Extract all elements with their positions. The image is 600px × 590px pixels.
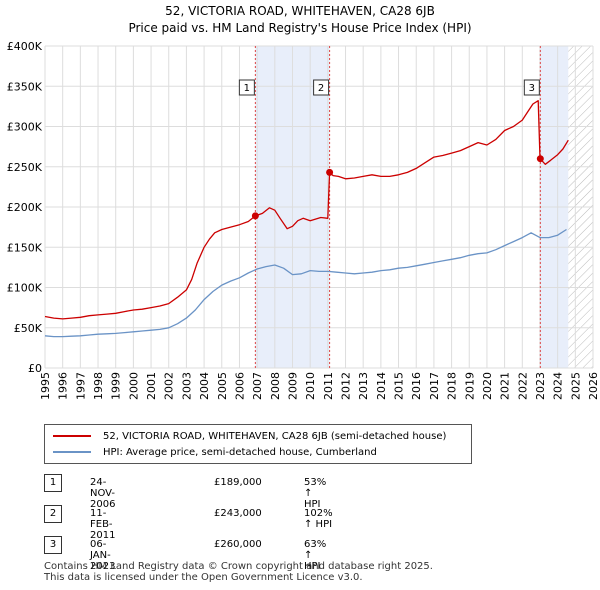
x-tick-label: 2007 [251, 372, 264, 400]
sale-point [251, 212, 259, 220]
transaction-price: £243,000 [214, 508, 262, 519]
x-tick-label: 1997 [74, 372, 87, 400]
legend-item-hpi: HPI: Average price, semi-detached house,… [53, 444, 377, 460]
x-tick-label: 2026 [587, 372, 600, 400]
x-tick-label: 2003 [180, 372, 193, 400]
legend-item-property: 52, VICTORIA ROAD, WHITEHAVEN, CA28 6JB … [53, 428, 446, 444]
sale-label: 2 [318, 83, 324, 94]
x-tick-label: 2021 [499, 372, 512, 400]
y-tick-label: £200K [7, 201, 43, 214]
transaction-number: 1 [44, 474, 62, 492]
sale-label-box [238, 79, 255, 96]
y-tick-label: £300K [7, 121, 43, 134]
x-tick-label: 2001 [145, 372, 158, 400]
x-tick-label: 1995 [39, 372, 52, 400]
sale-label: 1 [244, 83, 250, 94]
x-tick-label: 2008 [269, 372, 282, 400]
transaction-number: 2 [44, 505, 62, 523]
transaction-hpi: 102% ↑ HPI [304, 508, 333, 530]
x-tick-label: 2023 [534, 372, 547, 400]
x-tick-label: 1998 [92, 372, 105, 400]
legend-swatch-hpi [53, 451, 91, 453]
y-tick-label: £400K [7, 40, 43, 53]
x-tick-label: 2002 [163, 372, 176, 400]
x-tick-label: 2018 [446, 372, 459, 400]
footer-licence: This data is licensed under the Open Gov… [44, 572, 363, 583]
y-tick-label: £250K [7, 161, 43, 174]
x-tick-label: 2017 [428, 372, 441, 400]
sale-label-box [523, 79, 540, 96]
x-tick-label: 1999 [110, 372, 123, 400]
transaction-hpi: 63% ↑ HPI [304, 539, 327, 572]
x-tick-label: 2013 [357, 372, 370, 400]
x-tick-label: 2014 [375, 372, 388, 400]
transaction-number: 3 [44, 536, 62, 554]
x-tick-label: 1996 [57, 372, 70, 400]
x-tick-label: 2019 [463, 372, 476, 400]
x-tick-label: 2022 [516, 372, 529, 400]
x-tick-label: 2010 [304, 372, 317, 400]
sale-label: 3 [529, 83, 535, 94]
x-tick-label: 2006 [233, 372, 246, 400]
chart-title: 52, VICTORIA ROAD, WHITEHAVEN, CA28 6JB [165, 4, 435, 18]
y-tick-label: £100K [7, 282, 43, 295]
footer-copyright: Contains HM Land Registry data © Crown c… [44, 561, 433, 572]
series-property-line [44, 100, 569, 320]
y-tick-label: £150K [7, 241, 43, 254]
y-tick-label: £50K [14, 322, 43, 335]
legend-label-hpi: HPI: Average price, semi-detached house,… [103, 446, 377, 458]
x-tick-label: 2025 [569, 372, 582, 400]
x-tick-label: 2011 [322, 372, 335, 400]
x-tick-label: 2012 [340, 372, 353, 400]
x-tick-label: 2009 [286, 372, 299, 400]
x-tick-label: 2004 [198, 372, 211, 400]
transaction-date: 24-NOV-2006 [90, 477, 116, 510]
chart-subtitle: Price paid vs. HM Land Registry's House … [128, 21, 472, 35]
footer: Contains HM Land Registry data © Crown c… [44, 561, 433, 583]
y-tick-label: £350K [7, 80, 43, 93]
x-tick-label: 2005 [216, 372, 229, 400]
y-tick-label: £0 [28, 362, 42, 375]
x-tick-label: 2000 [127, 372, 140, 400]
transaction-date: 11-FEB-2011 [90, 508, 116, 541]
transaction-hpi: 53% ↑ HPI [304, 477, 327, 510]
x-tick-label: 2024 [552, 372, 565, 400]
sale-point [536, 155, 544, 163]
transaction-price: £189,000 [214, 477, 262, 488]
transaction-price: £260,000 [214, 539, 262, 550]
legend-swatch-property [53, 435, 91, 437]
x-tick-label: 2015 [393, 372, 406, 400]
sale-point [326, 168, 334, 176]
sale-label-box [313, 79, 330, 96]
x-tick-label: 2020 [481, 372, 494, 400]
x-tick-label: 2016 [410, 372, 423, 400]
price-chart: 1 2 3 £0 £50K £100K £150K £200K £250K £300K £350K… [7, 40, 600, 400]
transaction-date: 06-JAN-2023 [90, 539, 116, 572]
legend-label-property: 52, VICTORIA ROAD, WHITEHAVEN, CA28 6JB … [103, 430, 447, 442]
legend: 52, VICTORIA ROAD, WHITEHAVEN, CA28 6JB … [44, 424, 472, 464]
series-hpi-line [44, 228, 567, 338]
